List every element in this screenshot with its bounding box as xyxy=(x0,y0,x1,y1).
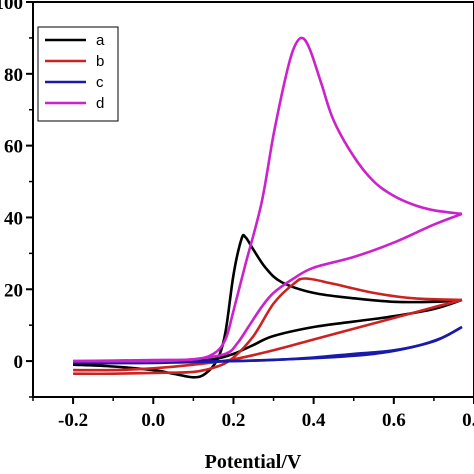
x-axis-ticks: -0.2 0.0 0.2 0.4 0.6 0.8 xyxy=(32,397,474,431)
y-tick-label: 60 xyxy=(4,137,23,158)
x-tick-label: 0.4 xyxy=(302,410,326,431)
x-tick-label: -0.2 xyxy=(58,410,88,431)
series-b-reverse-line xyxy=(73,298,463,372)
x-tick-label: 0.6 xyxy=(382,410,406,431)
x-tick-label: 0.2 xyxy=(222,410,246,431)
series-b-forward-line xyxy=(73,277,463,376)
legend-label-a: a xyxy=(96,32,105,49)
legend-box xyxy=(37,26,119,122)
x-axis-label: Potential/V xyxy=(205,451,302,473)
y-axis-ticks: 0 20 40 60 80 100 xyxy=(0,0,33,398)
series-a-forward-line xyxy=(73,233,463,379)
x-tick-label: 0.0 xyxy=(141,410,165,431)
legend-label-b: b xyxy=(96,53,104,70)
y-tick-label: 100 xyxy=(0,0,23,14)
series-a-reverse-line xyxy=(73,298,463,366)
series-d-reverse-line xyxy=(73,212,463,363)
plot-frame xyxy=(32,1,474,398)
y-tick-label: 0 xyxy=(14,352,24,373)
plot-curves xyxy=(73,36,463,379)
series-c-forward-line xyxy=(73,325,463,365)
x-tick-label: 0.8 xyxy=(462,410,474,431)
y-tick-label: 80 xyxy=(4,65,23,86)
legend-label-d: d xyxy=(96,95,104,112)
y-tick-label: 20 xyxy=(4,280,23,301)
legend-label-c: c xyxy=(96,74,104,91)
series-d-forward-line xyxy=(73,36,463,363)
series-c-reverse-line xyxy=(73,325,463,365)
y-tick-label: 40 xyxy=(4,208,23,229)
